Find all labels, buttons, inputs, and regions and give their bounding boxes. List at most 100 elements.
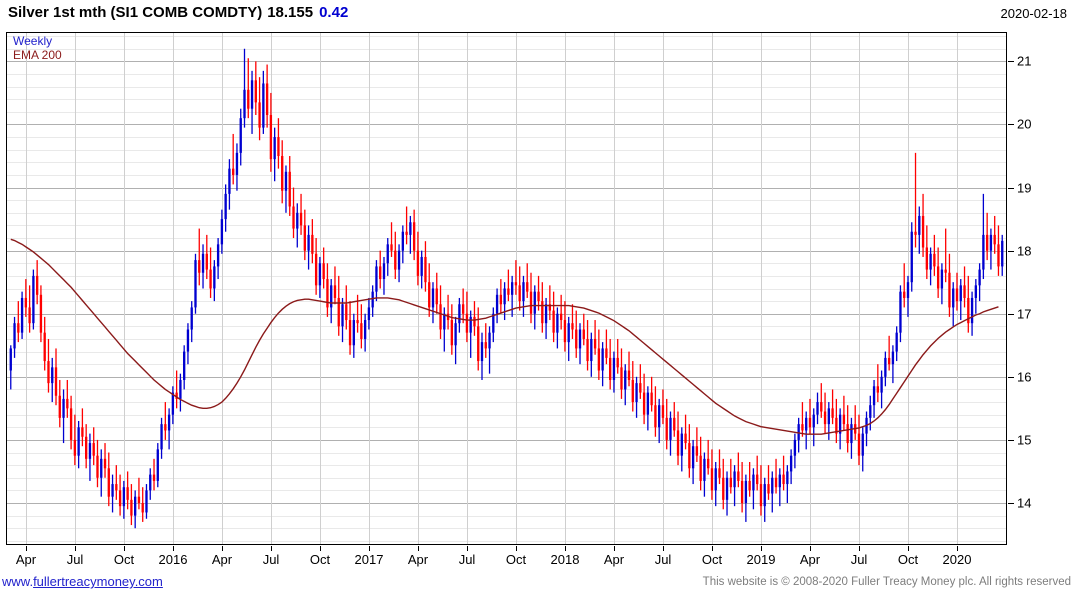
chart-legend: Weekly EMA 200 bbox=[13, 34, 62, 63]
x-tick-label: Jul bbox=[66, 552, 84, 567]
gridline-minor-h bbox=[7, 238, 1006, 239]
x-tick bbox=[810, 546, 811, 551]
gridline-major-h bbox=[7, 61, 1006, 62]
x-tick-label: Oct bbox=[113, 552, 135, 567]
price-series bbox=[9, 48, 1004, 529]
gridline-minor-h bbox=[7, 528, 1006, 529]
last-price: 18.155 bbox=[267, 4, 314, 21]
x-tick bbox=[369, 546, 370, 551]
gridline-minor-h bbox=[7, 263, 1006, 264]
x-axis: Apr Jul Oct 2016 Apr Jul Oct 2017 Apr Jul Oct 2018 A… bbox=[6, 546, 1007, 572]
gridline-minor-h bbox=[7, 289, 1006, 290]
gridline-minor-h bbox=[7, 213, 1006, 214]
gridline-major-v bbox=[369, 33, 370, 544]
x-tick-label: Oct bbox=[309, 552, 331, 567]
gridline-minor-h bbox=[7, 175, 1006, 176]
gridline-major-v bbox=[565, 33, 566, 544]
gridline-minor-h bbox=[7, 326, 1006, 327]
y-tick-label: 17 bbox=[1017, 306, 1032, 322]
gridline-major-v bbox=[663, 33, 664, 544]
x-tick-label: Apr bbox=[211, 552, 233, 567]
gridline-major-h bbox=[7, 314, 1006, 315]
y-axis: 14 15 16 17 18 19 20 21 bbox=[1008, 32, 1068, 545]
x-tick-label: Oct bbox=[505, 552, 527, 567]
y-tick-label: 20 bbox=[1017, 116, 1032, 132]
gridline-minor-h bbox=[7, 389, 1006, 390]
gridline-minor-h bbox=[7, 541, 1006, 542]
x-tick-label: Jul bbox=[654, 552, 672, 567]
gridline-minor-h bbox=[7, 465, 1006, 466]
site-url[interactable]: www.fullertreacymoney.com bbox=[2, 574, 163, 589]
x-tick-label: Apr bbox=[603, 552, 625, 567]
x-tick bbox=[173, 546, 174, 551]
x-tick-label: Jul bbox=[458, 552, 476, 567]
gridline-major-v bbox=[614, 33, 615, 544]
gridline-minor-h bbox=[7, 49, 1006, 50]
gridline-minor-h bbox=[7, 162, 1006, 163]
gridline-major-v bbox=[124, 33, 125, 544]
x-tick-label: Oct bbox=[897, 552, 919, 567]
gridline-minor-h bbox=[7, 74, 1006, 75]
legend-overlay-ema: EMA 200 bbox=[13, 47, 62, 62]
x-tick-label: Apr bbox=[799, 552, 821, 567]
x-tick-label: 2017 bbox=[354, 552, 384, 567]
x-tick-label: Apr bbox=[15, 552, 37, 567]
x-tick-label: Jul bbox=[850, 552, 868, 567]
x-tick-label: 2020 bbox=[942, 552, 972, 567]
gridline-minor-h bbox=[7, 339, 1006, 340]
x-tick bbox=[663, 546, 664, 551]
gridline-minor-h bbox=[7, 478, 1006, 479]
gridline-minor-h bbox=[7, 150, 1006, 151]
y-tick bbox=[1008, 377, 1014, 378]
gridline-major-h bbox=[7, 188, 1006, 189]
gridline-major-v bbox=[222, 33, 223, 544]
y-tick bbox=[1008, 61, 1014, 62]
y-tick-label: 15 bbox=[1017, 432, 1032, 448]
gridline-minor-h bbox=[7, 112, 1006, 113]
gridline-minor-h bbox=[7, 301, 1006, 302]
as-of-date: 2020-02-18 bbox=[1000, 6, 1068, 21]
gridline-minor-h bbox=[7, 36, 1006, 37]
gridline-major-h bbox=[7, 377, 1006, 378]
x-tick bbox=[516, 546, 517, 551]
x-tick-label: 2016 bbox=[158, 552, 188, 567]
y-tick-label: 18 bbox=[1017, 243, 1032, 259]
gridline-major-v bbox=[271, 33, 272, 544]
gridline-major-v bbox=[712, 33, 713, 544]
y-tick bbox=[1008, 188, 1014, 189]
gridline-minor-h bbox=[7, 276, 1006, 277]
x-tick bbox=[320, 546, 321, 551]
legend-interval: Weekly bbox=[13, 34, 53, 48]
gridline-minor-h bbox=[7, 200, 1006, 201]
gridline-major-v bbox=[467, 33, 468, 544]
y-tick bbox=[1008, 503, 1014, 504]
y-tick-label: 19 bbox=[1017, 180, 1032, 196]
x-tick-label: Oct bbox=[701, 552, 723, 567]
x-tick bbox=[614, 546, 615, 551]
x-tick bbox=[26, 546, 27, 551]
gridline-major-v bbox=[810, 33, 811, 544]
gridline-major-h bbox=[7, 503, 1006, 504]
gridline-major-v bbox=[173, 33, 174, 544]
copyright-notice: This website is © 2008-2020 Fuller Treac… bbox=[702, 576, 1071, 588]
gridline-major-h bbox=[7, 251, 1006, 252]
gridline-major-h bbox=[7, 124, 1006, 125]
gridline-major-v bbox=[75, 33, 76, 544]
gridline-minor-h bbox=[7, 137, 1006, 138]
price-change: 0.42 bbox=[319, 4, 349, 21]
y-tick bbox=[1008, 440, 1014, 441]
x-tick bbox=[418, 546, 419, 551]
x-tick bbox=[859, 546, 860, 551]
instrument-title: Silver 1st mth (SI1 COMB COMDTY) 18.155 0.… bbox=[8, 4, 348, 21]
x-tick bbox=[467, 546, 468, 551]
plot-area[interactable]: Weekly EMA 200 bbox=[6, 32, 1007, 545]
site-url-domain: fullertreacymoney.com bbox=[33, 574, 163, 589]
x-tick bbox=[712, 546, 713, 551]
x-tick-label: 2018 bbox=[550, 552, 580, 567]
site-url-prefix: www. bbox=[2, 574, 34, 589]
gridline-major-v bbox=[761, 33, 762, 544]
gridline-major-v bbox=[418, 33, 419, 544]
x-tick-label: Jul bbox=[262, 552, 280, 567]
x-tick bbox=[124, 546, 125, 551]
gridline-minor-h bbox=[7, 427, 1006, 428]
